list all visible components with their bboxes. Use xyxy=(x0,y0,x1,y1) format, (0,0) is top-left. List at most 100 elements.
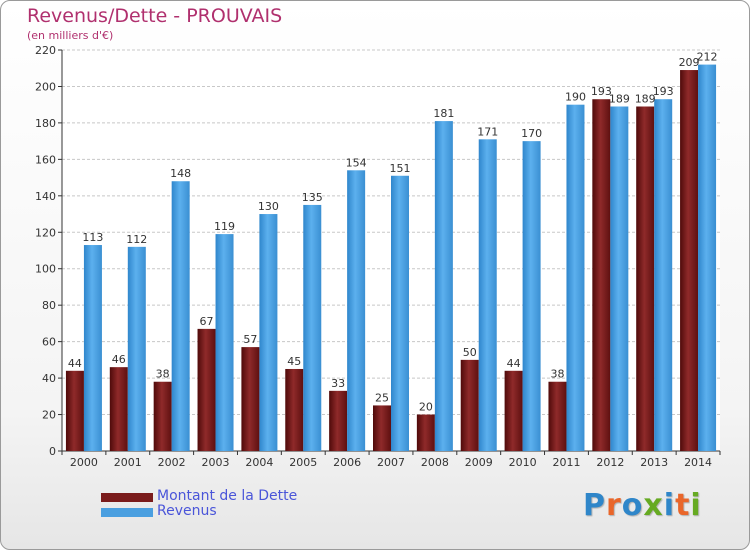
legend-swatch-revenue xyxy=(101,508,153,517)
bar-revenue xyxy=(654,99,673,452)
bar-revenue xyxy=(259,214,278,451)
data-label-debt: 189 xyxy=(635,93,656,106)
y-tick-label: 60 xyxy=(42,336,56,349)
y-tick-label: 40 xyxy=(42,372,56,385)
x-tick-label: 2010 xyxy=(509,456,537,469)
data-label-debt: 50 xyxy=(463,346,477,359)
data-label-revenue: 130 xyxy=(258,200,279,213)
y-tick-label: 220 xyxy=(35,44,56,57)
x-tick-label: 2005 xyxy=(289,456,317,469)
y-tick-label: 120 xyxy=(35,226,56,239)
x-tick-label: 2004 xyxy=(245,456,273,469)
bar-debt xyxy=(65,370,84,451)
data-label-debt: 38 xyxy=(550,368,564,381)
logo-letter: t xyxy=(675,488,691,523)
x-tick-label: 2012 xyxy=(596,456,624,469)
chart-subtitle: (en milliers d'€) xyxy=(27,29,114,42)
bar-debt xyxy=(153,381,172,451)
data-label-debt: 25 xyxy=(375,391,389,404)
data-label-revenue: 171 xyxy=(477,125,498,138)
data-label-revenue: 181 xyxy=(433,107,454,120)
y-tick-label: 80 xyxy=(42,299,56,312)
legend-label-revenue: Revenus xyxy=(157,503,217,519)
legend-swatch-debt xyxy=(101,493,153,502)
bar-revenue xyxy=(610,106,629,451)
bar-debt xyxy=(680,70,699,452)
data-label-revenue: 193 xyxy=(653,85,674,98)
x-tick-label: 2009 xyxy=(465,456,493,469)
data-label-debt: 45 xyxy=(287,355,301,368)
bar-revenue xyxy=(171,181,190,451)
data-label-revenue: 170 xyxy=(521,127,542,140)
data-label-debt: 57 xyxy=(243,333,257,346)
bar-debt xyxy=(460,359,479,451)
x-tick-label: 2000 xyxy=(70,456,98,469)
x-tick-label: 2008 xyxy=(421,456,449,469)
x-tick-label: 2001 xyxy=(114,456,142,469)
chart-title: Revenus/Dette - PROUVAIS xyxy=(27,5,283,27)
bar-revenue xyxy=(347,170,366,452)
bar-debt xyxy=(109,367,128,451)
bar-debt xyxy=(548,381,567,451)
data-label-revenue: 135 xyxy=(302,191,323,204)
logo-letter: i xyxy=(690,488,702,523)
logo-letter: P xyxy=(583,488,606,523)
bar-revenue xyxy=(522,141,541,452)
data-label-revenue: 151 xyxy=(390,162,411,175)
data-label-debt: 33 xyxy=(331,377,345,390)
y-tick-label: 160 xyxy=(35,153,56,166)
x-tick-label: 2006 xyxy=(333,456,361,469)
data-label-debt: 46 xyxy=(112,353,126,366)
x-tick-label: 2003 xyxy=(202,456,230,469)
y-tick-label: 0 xyxy=(49,445,56,458)
y-tick-label: 200 xyxy=(35,80,56,93)
data-label-debt: 209 xyxy=(679,56,700,69)
logo-letter: o xyxy=(621,488,644,523)
bar-debt xyxy=(504,370,523,451)
x-tick-label: 2002 xyxy=(158,456,186,469)
bar-revenue xyxy=(391,175,409,451)
bar-revenue xyxy=(434,121,453,451)
bar-revenue xyxy=(127,246,146,451)
data-label-revenue: 113 xyxy=(82,231,103,244)
x-tick-label: 2014 xyxy=(684,456,712,469)
bar-debt xyxy=(197,328,216,451)
logo-letter: x xyxy=(643,488,664,523)
bar-debt xyxy=(636,106,655,451)
data-label-debt: 44 xyxy=(507,357,521,370)
data-label-revenue: 112 xyxy=(126,233,147,246)
x-tick-label: 2013 xyxy=(640,456,668,469)
y-tick-label: 180 xyxy=(35,117,56,130)
data-label-revenue: 189 xyxy=(609,93,630,106)
data-label-revenue: 154 xyxy=(346,156,367,169)
proxiti-logo: Proxiti xyxy=(583,488,702,523)
data-label-debt: 38 xyxy=(156,368,170,381)
bar-revenue xyxy=(83,245,102,451)
bar-revenue xyxy=(566,104,585,451)
data-label-debt: 67 xyxy=(200,315,214,328)
bar-debt xyxy=(416,414,435,451)
bar-debt xyxy=(285,368,304,451)
data-label-debt: 193 xyxy=(591,85,612,98)
data-label-debt: 44 xyxy=(68,357,82,370)
bar-revenue xyxy=(215,234,234,451)
bar-revenue xyxy=(698,64,717,451)
logo-letter: r xyxy=(606,488,622,523)
bar-debt xyxy=(329,390,348,451)
data-label-revenue: 148 xyxy=(170,167,191,180)
bar-revenue xyxy=(478,139,497,451)
legend-label-debt: Montant de la Dette xyxy=(157,488,298,504)
bar-debt xyxy=(241,347,260,451)
data-label-revenue: 190 xyxy=(565,91,586,104)
logo-letter: i xyxy=(663,488,676,523)
y-tick-label: 20 xyxy=(42,409,56,422)
data-label-revenue: 119 xyxy=(214,220,235,233)
y-tick-label: 100 xyxy=(35,263,56,276)
x-tick-label: 2007 xyxy=(377,456,405,469)
data-label-debt: 20 xyxy=(419,401,433,414)
y-tick-label: 140 xyxy=(35,190,56,203)
bar-debt xyxy=(592,99,611,452)
bar-debt xyxy=(373,405,391,451)
